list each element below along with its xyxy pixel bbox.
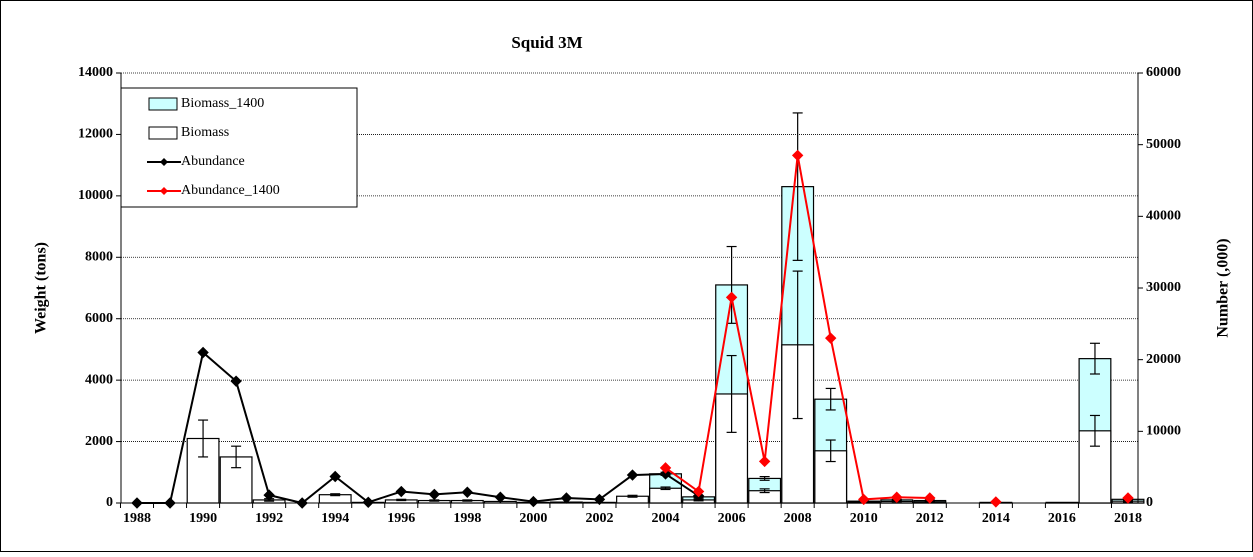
y2-tick-label: 30000 <box>1146 280 1181 295</box>
x-tick-label: 2008 <box>784 511 812 526</box>
y-tick-label: 8000 <box>85 250 113 265</box>
y-tick-label: 2000 <box>85 434 113 449</box>
y-tick-label: 6000 <box>85 311 113 326</box>
x-tick-label: 1990 <box>189 511 217 526</box>
x-tick-label: 2004 <box>652 511 680 526</box>
y-axis-label: Weight (tons) <box>33 242 50 334</box>
chart-title: Squid 3M <box>511 33 582 52</box>
y-tick-label: 10000 <box>78 188 113 203</box>
y2-axis-label: Number (,000) <box>1215 238 1232 337</box>
y2-tick-label: 10000 <box>1146 424 1181 439</box>
x-tick-label: 1994 <box>321 511 349 526</box>
bar <box>650 488 682 503</box>
x-tick-label: 2000 <box>519 511 547 526</box>
x-tick-label: 2018 <box>1114 511 1142 526</box>
y2-tick-label: 60000 <box>1146 65 1181 80</box>
y2-tick-label: 40000 <box>1146 209 1181 224</box>
x-tick-label: 2006 <box>718 511 746 526</box>
x-tick-label: 2012 <box>916 511 944 526</box>
x-tick-label: 1996 <box>387 511 415 526</box>
legend-swatch <box>149 127 177 139</box>
legend-label: Abundance <box>181 154 245 169</box>
x-tick-label: 2010 <box>850 511 878 526</box>
x-tick-label: 2014 <box>982 511 1010 526</box>
x-tick-label: 1998 <box>453 511 481 526</box>
x-tick-label: 2016 <box>1048 511 1076 526</box>
legend-label: Abundance_1400 <box>181 183 280 198</box>
y-tick-label: 14000 <box>78 65 113 80</box>
y-tick-label: 0 <box>106 495 113 510</box>
y-tick-label: 12000 <box>78 127 113 142</box>
legend-label: Biomass <box>181 125 229 140</box>
x-tick-label: 2002 <box>585 511 613 526</box>
legend-label: Biomass_1400 <box>181 96 264 111</box>
x-tick-label: 1992 <box>255 511 283 526</box>
y2-tick-label: 20000 <box>1146 352 1181 367</box>
y2-tick-label: 50000 <box>1146 137 1181 152</box>
y2-tick-label: 0 <box>1146 495 1153 510</box>
y-tick-label: 4000 <box>85 372 113 387</box>
x-tick-label: 1988 <box>123 511 151 526</box>
legend-swatch <box>149 98 177 110</box>
